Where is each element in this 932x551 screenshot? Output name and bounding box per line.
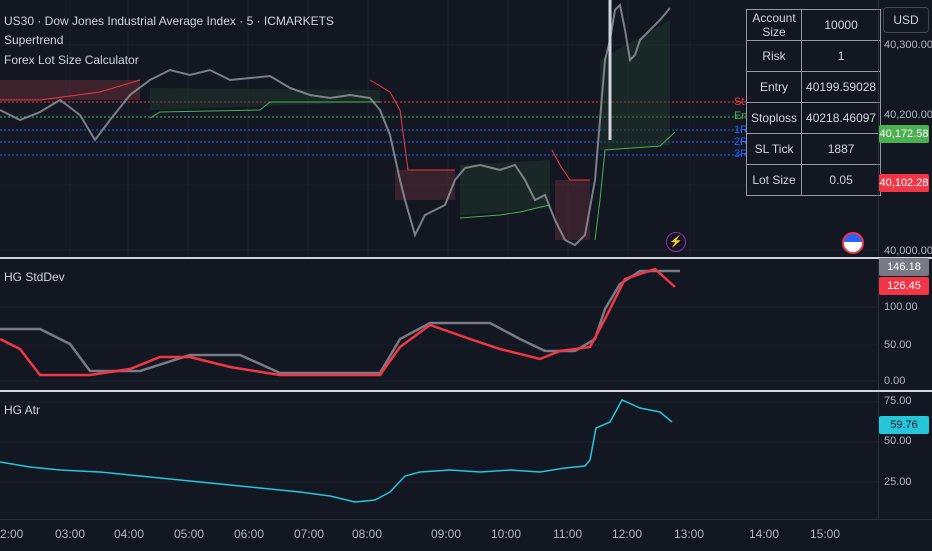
stop-price-tag: 40,102.28 bbox=[879, 174, 929, 192]
calc-value: 40218.46097 bbox=[801, 102, 882, 134]
time-tick: 06:00 bbox=[234, 527, 265, 541]
stddev-title[interactable]: HG StdDev bbox=[4, 270, 65, 284]
time-tick: 07:00 bbox=[294, 527, 325, 541]
time-tick: 11:00 bbox=[553, 527, 583, 541]
calc-key: Stoploss bbox=[745, 102, 803, 134]
table-row: Stoploss 40218.46097 bbox=[745, 102, 882, 134]
price-tick: 40,200.00 bbox=[884, 109, 932, 121]
atr-axis[interactable] bbox=[878, 392, 932, 519]
atr-chart[interactable] bbox=[0, 392, 878, 519]
lot-size-calculator-table: Account Size 10000 Risk 1 Entry 40199.59028… bbox=[745, 9, 882, 196]
calc-value: 10000 bbox=[801, 9, 882, 41]
stddev-tick: 100.00 bbox=[884, 301, 918, 313]
stddev-red-value: 126.45 bbox=[879, 277, 929, 295]
price-tick: 40,000.00 bbox=[884, 245, 932, 257]
stddev-chart[interactable] bbox=[0, 259, 878, 390]
time-tick: 15:00 bbox=[810, 527, 841, 541]
price-chart[interactable] bbox=[0, 0, 878, 257]
atr-title[interactable]: HG Atr bbox=[4, 403, 41, 417]
calc-key: SL Tick bbox=[745, 133, 803, 165]
time-tick: 05:00 bbox=[174, 527, 205, 541]
atr-pane[interactable]: HG Atr bbox=[0, 392, 878, 519]
time-tick: 03:00 bbox=[55, 527, 86, 541]
time-tick: 12:00 bbox=[612, 527, 643, 541]
time-tick: 2:00 bbox=[0, 527, 24, 541]
pane-separator[interactable] bbox=[0, 257, 932, 259]
pane-separator[interactable] bbox=[0, 390, 932, 392]
atr-tick: 50.00 bbox=[884, 435, 912, 447]
currency-button[interactable]: USD bbox=[883, 7, 929, 33]
calc-value: 0.05 bbox=[801, 164, 882, 196]
table-row: Entry 40199.59028 bbox=[745, 71, 882, 103]
level-label-2r: 2R bbox=[734, 136, 749, 148]
calc-value: 1887 bbox=[801, 133, 882, 165]
us-flag-icon[interactable] bbox=[842, 232, 864, 254]
symbol-title[interactable]: US30 · Dow Jones Industrial Average Inde… bbox=[4, 14, 334, 28]
calc-key: Entry bbox=[745, 71, 803, 103]
time-tick: 04:00 bbox=[114, 527, 145, 541]
level-label-3r: 3R bbox=[734, 148, 749, 160]
table-row: Account Size 10000 bbox=[745, 9, 882, 41]
time-tick: 08:00 bbox=[352, 527, 383, 541]
time-tick: 09:00 bbox=[431, 527, 462, 541]
time-tick: 13:00 bbox=[674, 527, 705, 541]
price-axis[interactable] bbox=[878, 0, 932, 257]
calc-key: Risk bbox=[745, 40, 803, 72]
table-row: Risk 1 bbox=[745, 40, 882, 72]
stddev-tick: 0.00 bbox=[884, 375, 906, 387]
level-label-entry: En bbox=[734, 110, 748, 122]
calc-value: 1 bbox=[801, 40, 882, 72]
time-tick: 14:00 bbox=[749, 527, 780, 541]
price-tick: 40,300.00 bbox=[884, 39, 932, 51]
stddev-pane[interactable]: HG StdDev bbox=[0, 259, 878, 390]
table-row: SL Tick 1887 bbox=[745, 133, 882, 165]
level-label-1r: 1R bbox=[734, 124, 749, 136]
indicator-lotsize-label[interactable]: Forex Lot Size Calculator bbox=[4, 53, 139, 67]
stddev-tick: 50.00 bbox=[884, 339, 912, 351]
indicator-supertrend-label[interactable]: Supertrend bbox=[4, 33, 64, 47]
stddev-gray-value: 146.18 bbox=[879, 258, 929, 276]
current-price-tag: 40,172.58 bbox=[879, 125, 929, 143]
lightning-icon[interactable]: ⚡ bbox=[666, 232, 686, 252]
price-pane[interactable]: US30 · Dow Jones Industrial Average Inde… bbox=[0, 0, 882, 257]
level-label-stop: St bbox=[734, 96, 745, 108]
atr-tick: 75.00 bbox=[884, 395, 912, 407]
time-tick: 10:00 bbox=[491, 527, 522, 541]
stddev-axis[interactable] bbox=[878, 259, 932, 390]
table-row: Lot Size 0.05 bbox=[745, 164, 882, 196]
atr-value-tag: 59.76 bbox=[879, 416, 929, 434]
calc-key: Account Size bbox=[745, 9, 803, 41]
calc-value: 40199.59028 bbox=[801, 71, 882, 103]
calc-key: Lot Size bbox=[745, 164, 803, 196]
time-axis[interactable] bbox=[0, 519, 932, 551]
atr-tick: 25.00 bbox=[884, 476, 912, 488]
